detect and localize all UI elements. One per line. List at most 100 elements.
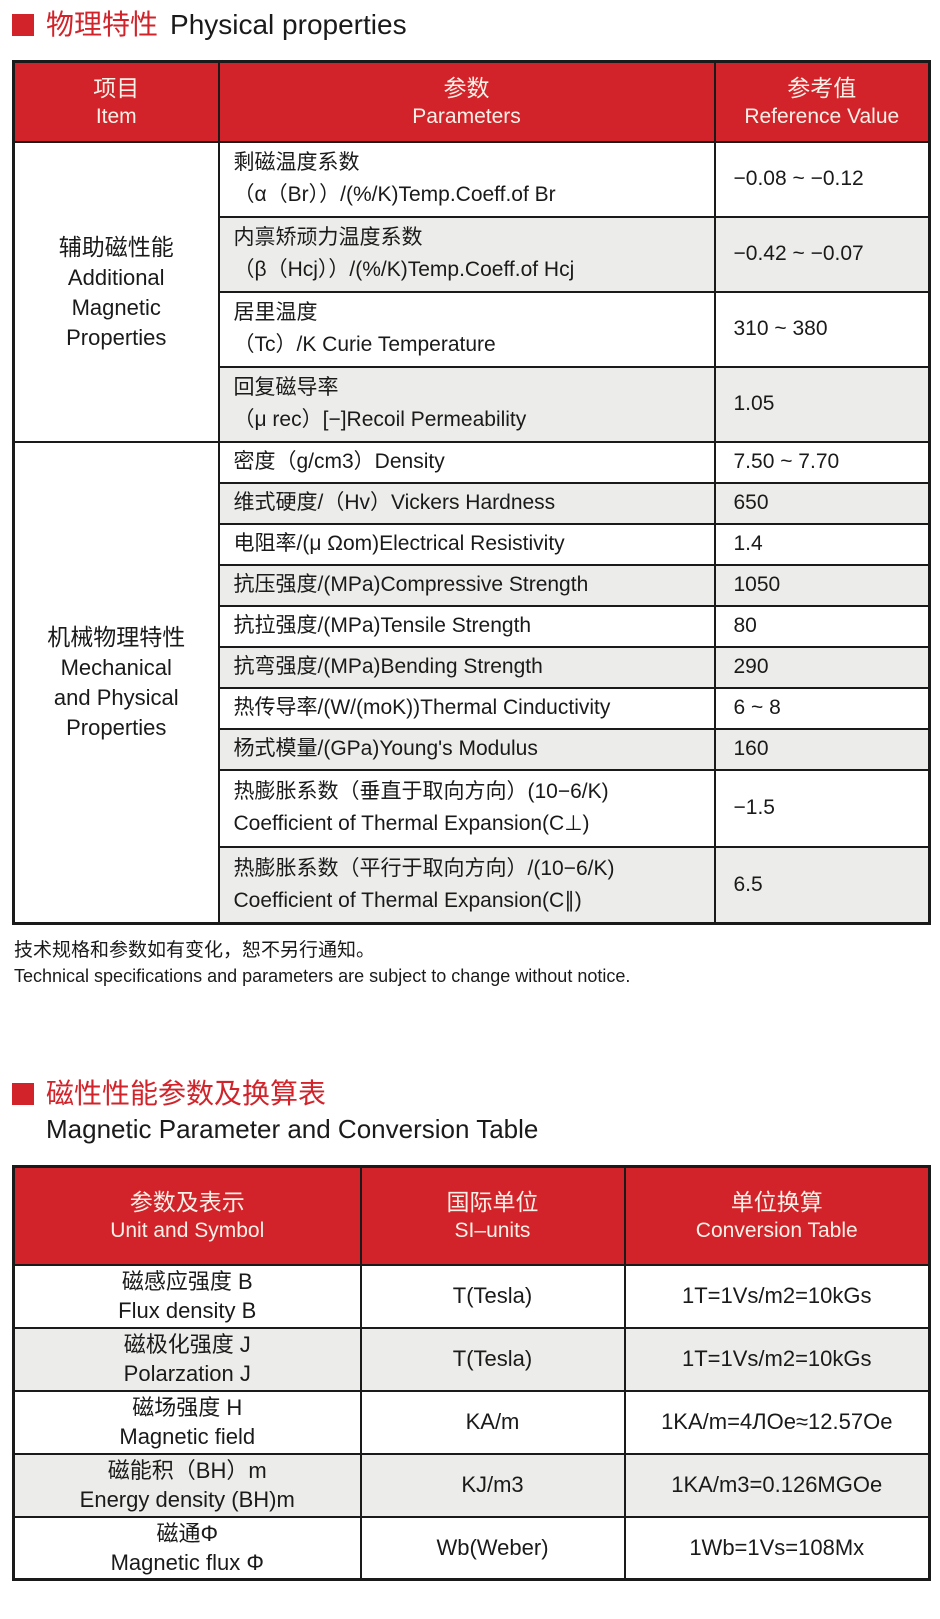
quantity-cell: 磁通Φ Magnetic flux Φ xyxy=(12,1515,362,1581)
conversion-cell: 1KA/m3=0.126MGOe xyxy=(623,1452,931,1518)
col-header-parameters-en: Parameters xyxy=(412,105,521,129)
col-header-item-zh: 项目 xyxy=(93,75,140,102)
value-cell: 160 xyxy=(713,727,931,771)
value-cell: 1050 xyxy=(713,563,931,607)
section2-title: 磁性性能参数及换算表 xyxy=(12,1077,940,1111)
param-cell: 内禀矫顽力温度系数 （β（Hcj））/(%/K)Temp.Coeff.of Hc… xyxy=(217,215,716,293)
col-header-unit-symbol-zh: 参数及表示 xyxy=(129,1189,245,1216)
param-cell: 抗拉强度/(MPa)Tensile Strength xyxy=(217,604,716,648)
param-cell: 维式硬度/（Hv）Vickers Hardness xyxy=(217,481,716,525)
value-cell: −1.5 xyxy=(713,768,931,848)
section1-title-zh: 物理特性 xyxy=(46,9,159,40)
value-cell: 310 ~ 380 xyxy=(713,290,931,368)
col-header-si-units: 国际单位 SI–units xyxy=(359,1165,626,1266)
section2-title-zh: 磁性性能参数及换算表 xyxy=(46,1078,327,1109)
table-row: 回复磁导率 （μ rec）[−]Recoil Permeability 1.05 xyxy=(14,365,931,443)
quantity-cell: 磁场强度 H Magnetic field xyxy=(12,1389,362,1455)
table-row: 抗弯强度/(MPa)Bending Strength 290 xyxy=(14,645,931,689)
col-header-reference: 参考值 Reference Value xyxy=(713,60,931,143)
param-cell: 剩磁温度系数 （α（Br））/(%/K)Temp.Coeff.of Br xyxy=(217,140,716,218)
table-row: 电阻率/(μ Ωom)Electrical Resistivity 1.4 xyxy=(14,522,931,566)
table-row: 居里温度 （Tc）/K Curie Temperature 310 ~ 380 xyxy=(14,290,931,368)
quantity-cell: 磁极化强度 J Polarzation J xyxy=(12,1326,362,1392)
value-cell: 6.5 xyxy=(713,845,931,925)
value-cell: 7.50 ~ 7.70 xyxy=(713,440,931,484)
table-row: 磁场强度 H Magnetic field KA/m 1KA/m=4ЛOe≈12… xyxy=(12,1389,931,1455)
col-header-si-units-en: SI–units xyxy=(454,1219,531,1243)
item-group-en: Mechanical and Physical Properties xyxy=(53,655,179,741)
param-cell: 热膨胀系数（平行于取向方向）/(10−6/K) Coefficient of T… xyxy=(217,845,716,925)
quantity-cell: 磁感应强度 B Flux density B xyxy=(12,1263,362,1329)
table-row: 抗压强度/(MPa)Compressive Strength 1050 xyxy=(14,563,931,607)
table-row: 杨式模量/(GPa)Young's Modulus 160 xyxy=(14,727,931,771)
value-cell: 290 xyxy=(713,645,931,689)
col-header-item-en: Item xyxy=(95,105,137,129)
value-cell: 80 xyxy=(713,604,931,648)
table-row: 维式硬度/（Hv）Vickers Hardness 650 xyxy=(14,481,931,525)
param-cell: 热传导率/(W/(moK))Thermal Cinductivity xyxy=(217,686,716,730)
param-cell: 密度（g/cm3）Density xyxy=(217,440,716,484)
item-group-zh: 机械物理特性 xyxy=(47,624,186,651)
conversion-cell: 1T=1Vs/m2=10kGs xyxy=(623,1326,931,1392)
conversion-table: 参数及表示 Unit and Symbol 国际单位 SI–units 单位换算… xyxy=(12,1165,931,1581)
section1-title: 物理特性 Physical properties xyxy=(12,8,940,42)
param-cell: 居里温度 （Tc）/K Curie Temperature xyxy=(217,290,716,368)
table-row: 内禀矫顽力温度系数 （β（Hcj））/(%/K)Temp.Coeff.of Hc… xyxy=(14,215,931,293)
table-row: 磁能积（BH）m Energy density (BH)m KJ/m3 1KA/… xyxy=(12,1452,931,1518)
item-group-en: Additional Magnetic Properties xyxy=(66,264,167,350)
table2-header-row: 参数及表示 Unit and Symbol 国际单位 SI–units 单位换算… xyxy=(12,1165,931,1266)
table-row: 热传导率/(W/(moK))Thermal Cinductivity 6 ~ 8 xyxy=(14,686,931,730)
col-header-unit-symbol: 参数及表示 Unit and Symbol xyxy=(12,1165,362,1266)
si-unit-cell: Wb(Weber) xyxy=(359,1515,626,1581)
disclaimer-zh: 技术规格和参数如有变化，恕不另行通知。 xyxy=(14,940,376,961)
physical-properties-table: 项目 Item 参数 Parameters 参考值 Reference Valu… xyxy=(12,60,931,925)
col-header-item: 项目 Item xyxy=(12,60,220,143)
table-row: 机械物理特性 Mechanical and Physical Propertie… xyxy=(12,440,931,925)
si-unit-cell: KJ/m3 xyxy=(359,1452,626,1518)
col-header-si-units-zh: 国际单位 xyxy=(446,1189,539,1216)
si-unit-cell: T(Tesla) xyxy=(359,1326,626,1392)
col-header-reference-en: Reference Value xyxy=(744,105,900,129)
col-header-parameters: 参数 Parameters xyxy=(217,60,716,143)
value-cell: 650 xyxy=(713,481,931,525)
disclaimer-en: Technical specifications and parameters … xyxy=(14,966,631,986)
table1-header-row: 项目 Item 参数 Parameters 参考值 Reference Valu… xyxy=(12,60,931,143)
quantity-cell: 磁能积（BH）m Energy density (BH)m xyxy=(12,1452,362,1518)
col-header-reference-zh: 参考值 xyxy=(787,75,857,102)
value-cell: 1.4 xyxy=(713,522,931,566)
col-header-conversion-en: Conversion Table xyxy=(695,1219,858,1243)
table-row: 磁通Φ Magnetic flux Φ Wb(Weber) 1Wb=1Vs=10… xyxy=(12,1515,931,1581)
table-row: 热膨胀系数（平行于取向方向）/(10−6/K) Coefficient of T… xyxy=(14,845,931,925)
table-row: 磁极化强度 J Polarzation J T(Tesla) 1T=1Vs/m2… xyxy=(12,1326,931,1392)
item-group-additional-magnetic: 辅助磁性能 Additional Magnetic Properties xyxy=(12,140,220,443)
section2-title-en: Magnetic Parameter and Conversion Table xyxy=(46,1114,539,1144)
item-group-mechanical-physical: 机械物理特性 Mechanical and Physical Propertie… xyxy=(12,440,220,925)
param-cell: 杨式模量/(GPa)Young's Modulus xyxy=(217,727,716,771)
disclaimer-note: 技术规格和参数如有变化，恕不另行通知。 Technical specificat… xyxy=(14,937,940,989)
param-cell: 热膨胀系数（垂直于取向方向）(10−6/K) Coefficient of Th… xyxy=(217,768,716,848)
si-unit-cell: KA/m xyxy=(359,1389,626,1455)
conversion-cell: 1KA/m=4ЛOe≈12.57Oe xyxy=(623,1389,931,1455)
red-square-icon xyxy=(12,14,34,36)
col-header-conversion: 单位换算 Conversion Table xyxy=(623,1165,931,1266)
col-header-conversion-zh: 单位换算 xyxy=(730,1189,823,1216)
si-unit-cell: T(Tesla) xyxy=(359,1263,626,1329)
conversion-cell: 1Wb=1Vs=108Mx xyxy=(623,1515,931,1581)
table-row: 抗拉强度/(MPa)Tensile Strength 80 xyxy=(14,604,931,648)
value-cell: −0.42 ~ −0.07 xyxy=(713,215,931,293)
table-row: 热膨胀系数（垂直于取向方向）(10−6/K) Coefficient of Th… xyxy=(14,768,931,848)
param-cell: 抗弯强度/(MPa)Bending Strength xyxy=(217,645,716,689)
param-cell: 电阻率/(μ Ωom)Electrical Resistivity xyxy=(217,522,716,566)
conversion-cell: 1T=1Vs/m2=10kGs xyxy=(623,1263,931,1329)
table-row: 磁感应强度 B Flux density B T(Tesla) 1T=1Vs/m… xyxy=(12,1263,931,1329)
param-cell: 回复磁导率 （μ rec）[−]Recoil Permeability xyxy=(217,365,716,443)
col-header-unit-symbol-en: Unit and Symbol xyxy=(110,1219,265,1243)
value-cell: −0.08 ~ −0.12 xyxy=(713,140,931,218)
value-cell: 6 ~ 8 xyxy=(713,686,931,730)
value-cell: 1.05 xyxy=(713,365,931,443)
red-square-icon xyxy=(12,1083,34,1105)
table-row: 辅助磁性能 Additional Magnetic Properties 剩磁温… xyxy=(12,140,931,443)
section1-title-en: Physical properties xyxy=(170,9,407,40)
param-cell: 抗压强度/(MPa)Compressive Strength xyxy=(217,563,716,607)
item-group-zh: 辅助磁性能 xyxy=(58,233,174,260)
